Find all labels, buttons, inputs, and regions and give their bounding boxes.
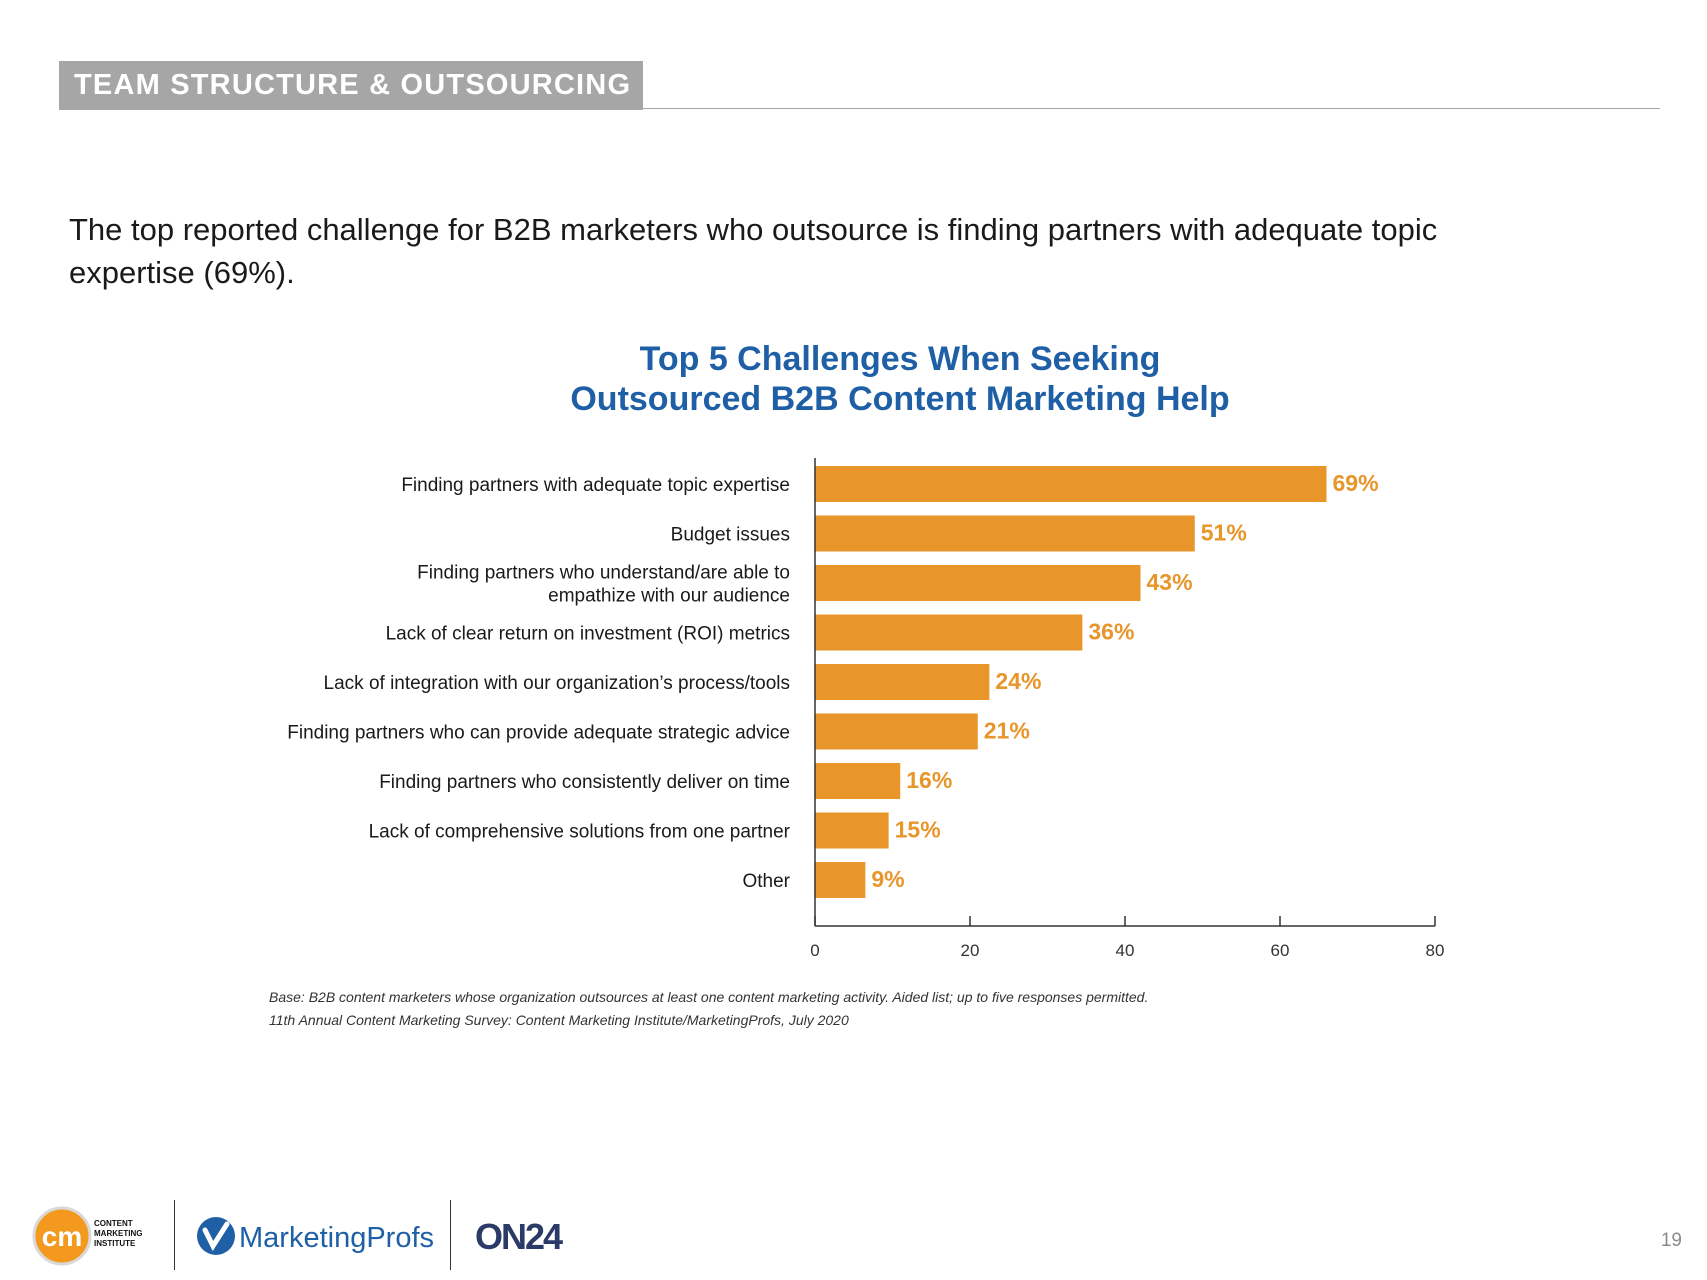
chart-title: Top 5 Challenges When Seeking Outsourced… — [480, 339, 1320, 419]
data-label: 69% — [1333, 470, 1379, 496]
x-tick-label: 20 — [961, 941, 980, 960]
bar — [815, 763, 901, 799]
bar — [815, 812, 889, 849]
logo-divider-1 — [174, 1200, 175, 1270]
x-tick-label: 60 — [1271, 941, 1290, 960]
category-label: Finding partners who can provide adequat… — [287, 723, 790, 744]
category-label: Lack of clear return on investment (ROI)… — [386, 624, 790, 645]
bar — [815, 515, 1195, 552]
on24-logo-text: ON24 — [475, 1216, 563, 1257]
data-label: 24% — [995, 668, 1041, 694]
data-label: 43% — [1147, 569, 1193, 595]
header-rule — [643, 108, 1660, 109]
on24-logo: ON24 — [475, 1216, 565, 1257]
bar — [815, 565, 1141, 601]
chart-title-line-2: Outsourced B2B Content Marketing Help — [570, 380, 1230, 418]
category-label: Finding partners with adequate topic exp… — [401, 475, 790, 496]
cmi-logo-initials: cm — [42, 1221, 82, 1252]
logo-strip: cm CONTENT MARKETING INSTITUTE Marketing… — [0, 1190, 1707, 1280]
data-label: 16% — [906, 767, 952, 793]
cmi-logo: cm CONTENT MARKETING INSTITUTE — [32, 1206, 142, 1266]
cmi-logo-line-1: CONTENT — [94, 1219, 133, 1228]
category-label: Other — [742, 871, 790, 892]
cmi-logo-circle — [32, 1206, 92, 1266]
marketingprofs-logo-circle — [197, 1217, 235, 1255]
bar — [815, 713, 978, 750]
marketingprofs-logo: MarketingProfs — [197, 1217, 433, 1255]
footnote-base: Base: B2B content marketers whose organi… — [269, 989, 1149, 1005]
data-label: 15% — [895, 817, 941, 843]
marketingprofs-logo-text: MarketingProfs — [239, 1222, 433, 1254]
x-tick-label: 0 — [810, 941, 819, 960]
bar — [815, 664, 990, 700]
data-label: 21% — [984, 718, 1030, 744]
logo-divider-2 — [450, 1200, 451, 1270]
category-label: Budget issues — [671, 525, 790, 546]
category-label: Finding partners who understand/are able… — [417, 563, 790, 584]
x-tick-label: 80 — [1426, 941, 1445, 960]
cmi-logo-line-2: MARKETING — [94, 1229, 142, 1238]
category-label: empathize with our audience — [548, 586, 790, 607]
page-number: 19 — [1660, 1230, 1682, 1251]
data-label: 9% — [871, 866, 904, 892]
bar — [815, 614, 1083, 651]
cmi-logo-line-3: INSTITUTE — [94, 1239, 136, 1248]
bar — [815, 466, 1327, 502]
category-label: Finding partners who consistently delive… — [379, 772, 790, 793]
footnote-source: 11th Annual Content Marketing Survey: Co… — [269, 1012, 849, 1028]
marketingprofs-logo-mark — [202, 1221, 230, 1252]
x-tick-label: 40 — [1116, 941, 1135, 960]
section-header: TEAM STRUCTURE & OUTSOURCING — [59, 61, 643, 110]
data-label: 36% — [1088, 619, 1134, 645]
category-label: Lack of comprehensive solutions from one… — [369, 822, 791, 843]
bar — [815, 862, 866, 898]
intro-text: The top reported challenge for B2B marke… — [69, 212, 1438, 290]
chart-title-line-1: Top 5 Challenges When Seeking — [639, 340, 1161, 378]
category-label: Lack of integration with our organizatio… — [324, 673, 790, 694]
bar-chart: 69% Finding partners with adequate topic … — [287, 458, 1445, 960]
data-label: 51% — [1201, 520, 1247, 546]
